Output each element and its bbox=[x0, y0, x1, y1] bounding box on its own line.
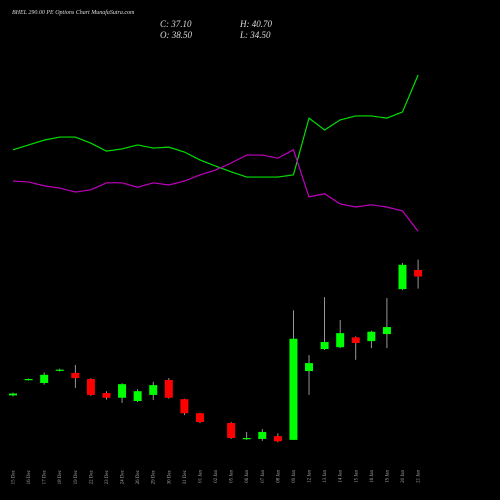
x-tick-label: 08 Jan bbox=[276, 470, 281, 483]
chart-title: BHEL 290.00 PE Options Chart MunafaSutra… bbox=[12, 9, 135, 16]
candle-body bbox=[320, 342, 329, 350]
x-tick-label: 16 Jan bbox=[370, 470, 375, 483]
candle-body bbox=[242, 438, 251, 440]
candle-body bbox=[102, 393, 111, 398]
x-tick-label: 16 Dec bbox=[27, 469, 32, 484]
candle-body bbox=[351, 337, 360, 343]
candle-body bbox=[367, 331, 376, 342]
x-tick-label: 12 Jan bbox=[308, 470, 313, 483]
candle-body bbox=[149, 385, 158, 395]
x-tick-label: 13 Jan bbox=[323, 470, 328, 483]
candle-body bbox=[164, 379, 173, 398]
x-tick-label: 17 Dec bbox=[43, 469, 48, 484]
x-tick-label: 15 Dec bbox=[12, 469, 17, 484]
x-tick-label: 14 Jan bbox=[339, 470, 344, 483]
x-tick-label: 07 Jan bbox=[261, 470, 266, 483]
x-tick-label: 31 Dec bbox=[183, 469, 188, 484]
x-tick-label: 22 Dec bbox=[89, 469, 94, 484]
x-tick-label: 09 Jan bbox=[292, 470, 297, 483]
x-tick-label: 19 Jan bbox=[385, 470, 390, 483]
candle-body bbox=[55, 369, 64, 371]
candle-body bbox=[258, 431, 267, 439]
candle-body bbox=[24, 379, 33, 381]
x-tick-label: 06 Jan bbox=[245, 470, 250, 483]
indicator-line bbox=[12, 74, 419, 178]
candle-body bbox=[118, 384, 127, 398]
open-label: O: 38.50 bbox=[160, 30, 192, 40]
x-tick-label: 02 Jan bbox=[214, 470, 219, 483]
low-label: L: 34.50 bbox=[239, 30, 271, 40]
x-tick-label: 20 Jan bbox=[401, 470, 406, 483]
candle-body bbox=[398, 264, 407, 290]
candle-body bbox=[71, 372, 80, 379]
candle-body bbox=[414, 269, 423, 277]
x-tick-label: 15 Jan bbox=[354, 470, 359, 483]
candle-body bbox=[336, 333, 345, 348]
candle-body bbox=[273, 436, 282, 442]
candle-body bbox=[180, 399, 189, 414]
x-tick-label: 18 Dec bbox=[58, 469, 63, 484]
x-tick-label: 19 Dec bbox=[74, 469, 79, 484]
candle-body bbox=[133, 391, 142, 402]
close-label: C: 37.10 bbox=[160, 19, 192, 29]
candle-body bbox=[9, 393, 17, 396]
candle-body bbox=[86, 379, 95, 395]
indicator-line bbox=[12, 148, 419, 232]
x-tick-label: 29 Dec bbox=[152, 469, 157, 484]
candle-body bbox=[195, 413, 204, 423]
x-tick-label: 01 Jan bbox=[198, 470, 203, 483]
candle-body bbox=[40, 374, 49, 383]
x-tick-label: 05 Jan bbox=[230, 470, 235, 483]
x-tick-label: 24 Dec bbox=[121, 469, 126, 484]
x-tick-label: 23 Dec bbox=[105, 469, 110, 484]
candle-body bbox=[382, 327, 391, 335]
x-tick-label: 26 Dec bbox=[136, 469, 141, 484]
candle-body bbox=[227, 423, 236, 438]
high-label: H: 40.70 bbox=[239, 19, 272, 29]
x-tick-label: 30 Dec bbox=[167, 469, 172, 484]
x-tick-label: 21 Jan bbox=[417, 470, 422, 483]
candle-body bbox=[305, 363, 314, 372]
candle-body bbox=[289, 338, 298, 440]
